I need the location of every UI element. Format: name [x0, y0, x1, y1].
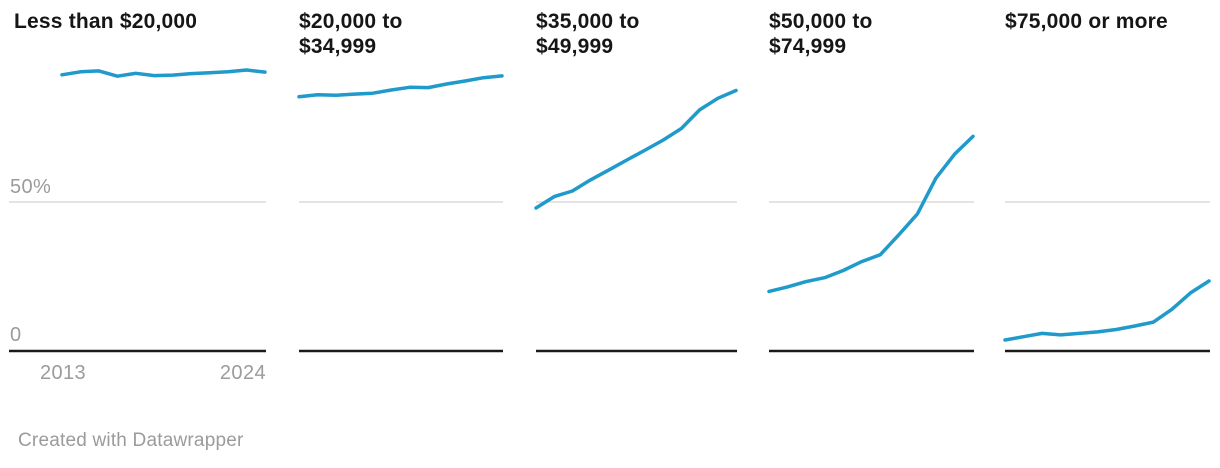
panel-plot — [767, 134, 975, 353]
data-line — [60, 68, 267, 78]
datawrapper-attribution-link[interactable]: Created with Datawrapper — [18, 430, 244, 451]
panel-title-line: Less than $20,000 — [14, 10, 198, 33]
panel-title: Less than $20,000 — [14, 9, 197, 34]
panel-title-line: $74,999 — [769, 35, 847, 58]
panel-title-line: $34,999 — [299, 35, 377, 58]
panel-title: $50,000 to $74,999 — [769, 9, 873, 59]
data-line — [767, 134, 975, 294]
panel-plot — [534, 88, 738, 353]
panel-title-line: $75,000 or more — [1005, 10, 1168, 33]
panel-title-line: $20,000 to — [299, 10, 403, 33]
panel-title: $75,000 or more — [1005, 9, 1168, 34]
y-axis-tick-0-label: 0 — [10, 324, 22, 346]
panel-plot — [297, 74, 504, 353]
panel-title-line: $49,999 — [536, 35, 614, 58]
panel-title: $35,000 to $49,999 — [536, 9, 640, 59]
panel-plot — [9, 68, 267, 353]
x-axis-tick-2024-label: 2024 — [219, 362, 266, 384]
panel-plot — [1003, 201, 1211, 353]
panel-title-line: $50,000 to — [769, 10, 873, 33]
panel-title-line: $35,000 to — [536, 10, 640, 33]
panel-title: $20,000 to $34,999 — [299, 9, 403, 59]
data-line — [1003, 279, 1211, 342]
y-axis-tick-50-label: 50% — [10, 176, 52, 198]
data-line — [297, 74, 504, 99]
x-axis-tick-2013-label: 2013 — [39, 362, 87, 384]
data-line — [534, 88, 738, 210]
